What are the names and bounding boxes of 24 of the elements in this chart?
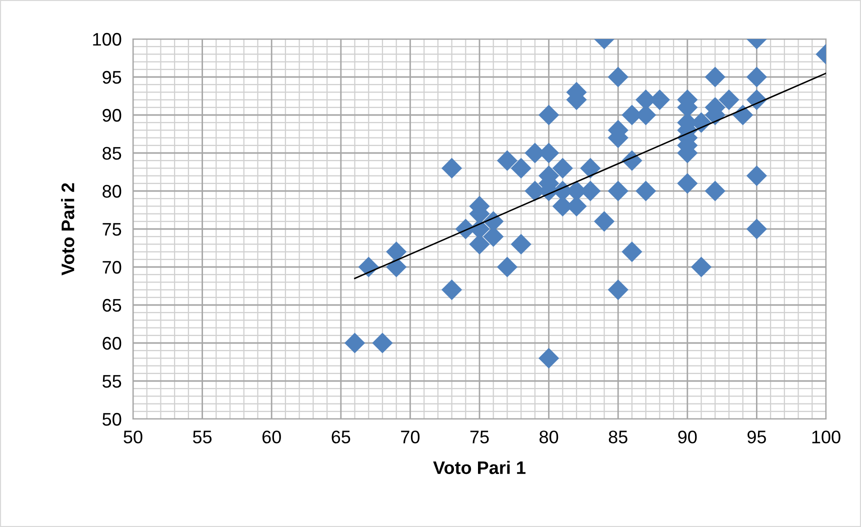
x-tick-label: 85	[608, 430, 628, 444]
x-tick-label: 80	[540, 430, 558, 444]
y-tick-label: 85	[102, 146, 122, 160]
x-tick-label: 70	[401, 430, 420, 444]
x-tick-label: 75	[470, 430, 489, 444]
y-tick-label: 75	[102, 223, 122, 236]
x-axis-title: Voto Pari 1	[433, 460, 526, 474]
y-tick-label: 50	[102, 412, 122, 426]
y-tick-label: 100	[93, 32, 122, 46]
x-tick-label: 65	[332, 430, 350, 444]
x-tick-label: 60	[262, 430, 281, 444]
x-tick-label: 90	[678, 430, 697, 444]
y-tick-label: 70	[102, 260, 122, 274]
y-tick-label: 80	[102, 184, 122, 198]
y-tick-label: 90	[102, 108, 122, 122]
y-tick-label: 60	[102, 336, 122, 350]
x-tick-label: 55	[192, 430, 212, 444]
x-tick-label: 100	[812, 430, 840, 444]
y-axis-title: Voto Pari 2	[61, 183, 74, 276]
y-tick-label: 65	[102, 298, 122, 312]
x-tick-label: 95	[748, 430, 766, 444]
y-tick-label: 95	[102, 70, 122, 84]
y-tick-label: 55	[102, 375, 122, 388]
x-tick-label: 50	[124, 430, 142, 444]
